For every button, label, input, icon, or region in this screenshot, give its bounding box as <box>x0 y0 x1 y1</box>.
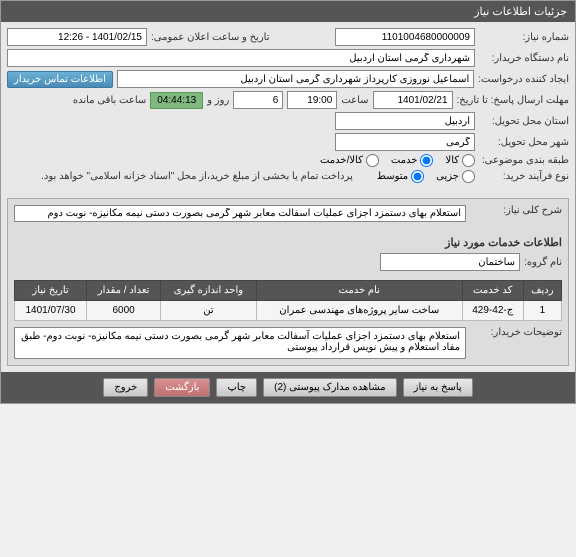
attachments-button[interactable]: مشاهده مدارک پیوستی (2) <box>263 378 397 397</box>
province-input[interactable] <box>335 112 475 130</box>
td-service-name: ساخت سایر پروژه‌های مهندسی عمران <box>256 301 462 321</box>
group-input[interactable] <box>380 253 520 271</box>
radio-service-label: خدمت <box>391 155 418 166</box>
time-label: ساعت <box>341 95 368 106</box>
table-header-row: ردیف کد خدمت نام خدمت واحد اندازه گیری ت… <box>15 281 562 301</box>
radio-goods-label: کالا <box>445 155 459 166</box>
description-section: شرح کلی نیاز: اطلاعات خدمات مورد نیاز نا… <box>7 198 569 366</box>
radio-service-input[interactable] <box>420 154 433 167</box>
description-row: شرح کلی نیاز: <box>14 205 562 222</box>
th-row: ردیف <box>523 281 561 301</box>
payment-note: پرداخت تمام یا بخشی از مبلغ خرید،از محل … <box>41 171 353 182</box>
description-label: شرح کلی نیاز: <box>472 205 562 216</box>
radio-goods-service-input[interactable] <box>366 154 379 167</box>
td-qty: 6000 <box>87 301 161 321</box>
group-label: نام گروه: <box>524 257 562 268</box>
province-label: استان محل تحویل: <box>479 116 569 127</box>
category-label: طبقه بندی موضوعی: <box>479 155 569 166</box>
deadline-date-input[interactable] <box>373 91 453 109</box>
contract-label: نوع فرآیند خرید: <box>479 171 569 182</box>
print-button[interactable]: چاپ <box>216 378 257 397</box>
radio-service[interactable]: خدمت <box>391 154 434 167</box>
description-content: شرح کلی نیاز: <box>8 199 568 232</box>
header-title: جزئیات اطلاعات نیاز <box>474 6 567 18</box>
row-contract: نوع فرآیند خرید: جزیی متوسط پرداخت تمام … <box>7 170 569 183</box>
announce-date-label: تاریخ و ساعت اعلان عمومی: <box>151 32 270 43</box>
row-need-number: شماره نیاز: تاریخ و ساعت اعلان عمومی: <box>7 28 569 46</box>
buyer-notes-label: توضیحات خریدار: <box>472 327 562 338</box>
header-bar: جزئیات اطلاعات نیاز <box>1 1 575 22</box>
need-number-label: شماره نیاز: <box>479 32 569 43</box>
th-unit: واحد اندازه گیری <box>161 281 257 301</box>
radio-partial-label: جزیی <box>436 171 459 182</box>
group-row: نام گروه: <box>8 253 568 277</box>
radio-medium-input[interactable] <box>411 170 424 183</box>
buyer-device-label: نام دستگاه خریدار: <box>479 53 569 64</box>
day-label: روز و <box>207 95 229 106</box>
contract-radio-group: جزیی متوسط <box>377 170 475 183</box>
form-section: شماره نیاز: تاریخ و ساعت اعلان عمومی: نا… <box>1 22 575 192</box>
radio-goods-service-label: کالا/خدمت <box>320 155 363 166</box>
contact-button[interactable]: اطلاعات تماس خریدار <box>7 71 113 88</box>
th-service-code: کد خدمت <box>462 281 523 301</box>
radio-goods[interactable]: کالا <box>445 154 475 167</box>
city-input[interactable] <box>335 133 475 151</box>
row-requester: ایجاد کننده درخواست: اطلاعات تماس خریدار <box>7 70 569 88</box>
radio-goods-service[interactable]: کالا/خدمت <box>320 154 379 167</box>
td-unit: تن <box>161 301 257 321</box>
back-button[interactable]: بازگشت <box>154 378 210 397</box>
remaining-text: ساعت باقی مانده <box>73 95 146 106</box>
requester-label: ایجاد کننده درخواست: <box>478 74 569 85</box>
row-city: شهر محل تحویل: <box>7 133 569 151</box>
deadline-time-input[interactable] <box>287 91 337 109</box>
description-input[interactable] <box>14 205 466 222</box>
th-qty: تعداد / مقدار <box>87 281 161 301</box>
exit-button[interactable]: خروج <box>103 378 148 397</box>
td-service-code: ج-42-429 <box>462 301 523 321</box>
row-province: استان محل تحویل: <box>7 112 569 130</box>
td-need-date: 1401/07/30 <box>15 301 87 321</box>
services-section-title: اطلاعات خدمات مورد نیاز <box>8 232 568 253</box>
respond-button[interactable]: پاسخ به نیاز <box>403 378 473 397</box>
radio-medium[interactable]: متوسط <box>377 170 424 183</box>
radio-goods-input[interactable] <box>462 154 475 167</box>
td-row: 1 <box>523 301 561 321</box>
days-remaining-input[interactable] <box>233 91 283 109</box>
buyer-notes-row: توضیحات خریدار: <box>14 327 562 359</box>
category-radio-group: کالا خدمت کالا/خدمت <box>320 154 475 167</box>
th-service-name: نام خدمت <box>256 281 462 301</box>
countdown-badge: 04:44:13 <box>150 92 203 109</box>
need-number-input[interactable] <box>335 28 475 46</box>
footer-bar: پاسخ به نیاز مشاهده مدارک پیوستی (2) چاپ… <box>1 372 575 403</box>
row-buyer-device: نام دستگاه خریدار: <box>7 49 569 67</box>
announce-date-input[interactable] <box>7 28 147 46</box>
radio-partial-input[interactable] <box>462 170 475 183</box>
radio-medium-label: متوسط <box>377 171 408 182</box>
radio-partial[interactable]: جزیی <box>436 170 475 183</box>
main-container: جزئیات اطلاعات نیاز شماره نیاز: تاریخ و … <box>0 0 576 404</box>
services-table: ردیف کد خدمت نام خدمت واحد اندازه گیری ت… <box>14 280 562 321</box>
requester-input[interactable] <box>117 70 474 88</box>
th-need-date: تاریخ نیاز <box>15 281 87 301</box>
buyer-notes-textarea[interactable] <box>14 327 466 359</box>
buyer-device-input[interactable] <box>7 49 475 67</box>
row-category: طبقه بندی موضوعی: کالا خدمت کالا/خدمت <box>7 154 569 167</box>
row-deadline: مهلت ارسال پاسخ: تا تاریخ: ساعت روز و 04… <box>7 91 569 109</box>
city-label: شهر محل تحویل: <box>479 137 569 148</box>
deadline-label: مهلت ارسال پاسخ: تا تاریخ: <box>457 95 569 106</box>
table-row[interactable]: 1 ج-42-429 ساخت سایر پروژه‌های مهندسی عم… <box>15 301 562 321</box>
